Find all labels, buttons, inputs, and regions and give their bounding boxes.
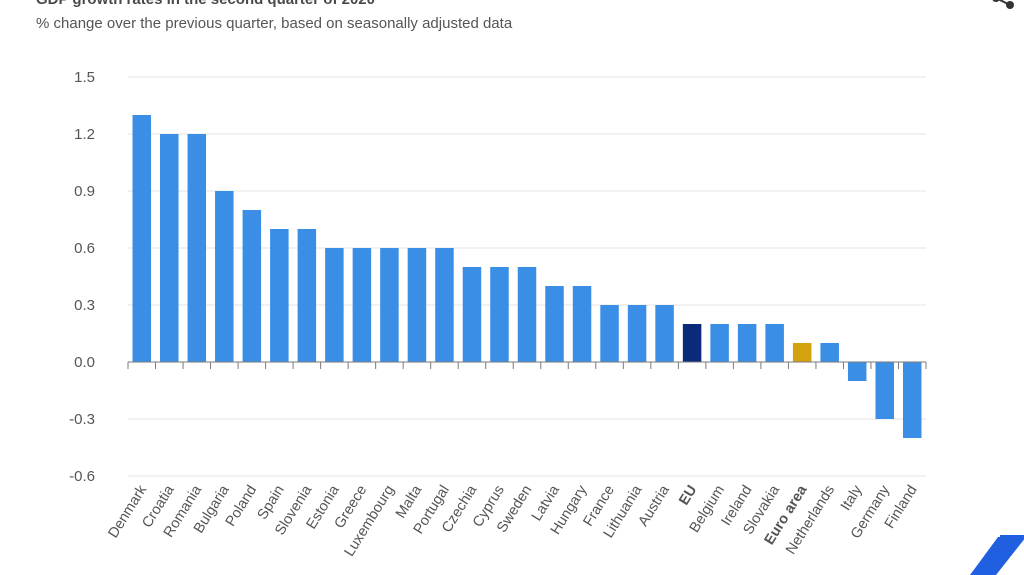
y-tick-label: 0.9 xyxy=(74,183,95,200)
bar xyxy=(682,324,702,362)
bar xyxy=(710,324,729,362)
bar xyxy=(600,305,619,362)
bar xyxy=(490,267,509,362)
x-tick-label: Italy xyxy=(838,482,866,514)
y-tick-label: 1.2 xyxy=(74,126,95,143)
bar xyxy=(875,362,894,419)
bar xyxy=(187,134,207,362)
bar xyxy=(517,267,537,362)
corner-logo-graphic xyxy=(970,535,1024,575)
y-tick-label: -0.6 xyxy=(69,468,95,485)
bar xyxy=(572,286,592,362)
x-tick-label: Denmark xyxy=(105,482,150,541)
bar xyxy=(792,343,812,362)
y-tick-label: 1.5 xyxy=(74,69,95,86)
y-tick-label: -0.3 xyxy=(69,411,95,428)
bar xyxy=(847,362,867,381)
bar xyxy=(160,134,179,362)
bar xyxy=(462,267,482,362)
bar xyxy=(737,324,757,362)
share-icon[interactable] xyxy=(986,0,1020,16)
bar xyxy=(902,362,922,438)
y-tick-label: 0.6 xyxy=(74,240,95,257)
chart-title: GDP growth rates in the second quarter o… xyxy=(36,0,375,8)
bar xyxy=(435,248,454,362)
bar xyxy=(352,248,372,362)
bar xyxy=(380,248,399,362)
bar xyxy=(325,248,344,362)
y-tick-label: 0.3 xyxy=(74,297,95,314)
bar xyxy=(820,343,839,362)
bar xyxy=(407,248,427,362)
bar xyxy=(215,191,234,362)
y-tick-label: 0.0 xyxy=(74,354,95,371)
bar xyxy=(242,210,262,362)
bar xyxy=(545,286,564,362)
bar xyxy=(132,115,152,362)
bar xyxy=(297,229,317,362)
bar xyxy=(655,305,674,362)
bar xyxy=(765,324,784,362)
bar xyxy=(270,229,289,362)
x-tick-label: EU xyxy=(676,483,700,509)
bar xyxy=(627,305,647,362)
chart-subtitle: % change over the previous quarter, base… xyxy=(36,15,513,32)
